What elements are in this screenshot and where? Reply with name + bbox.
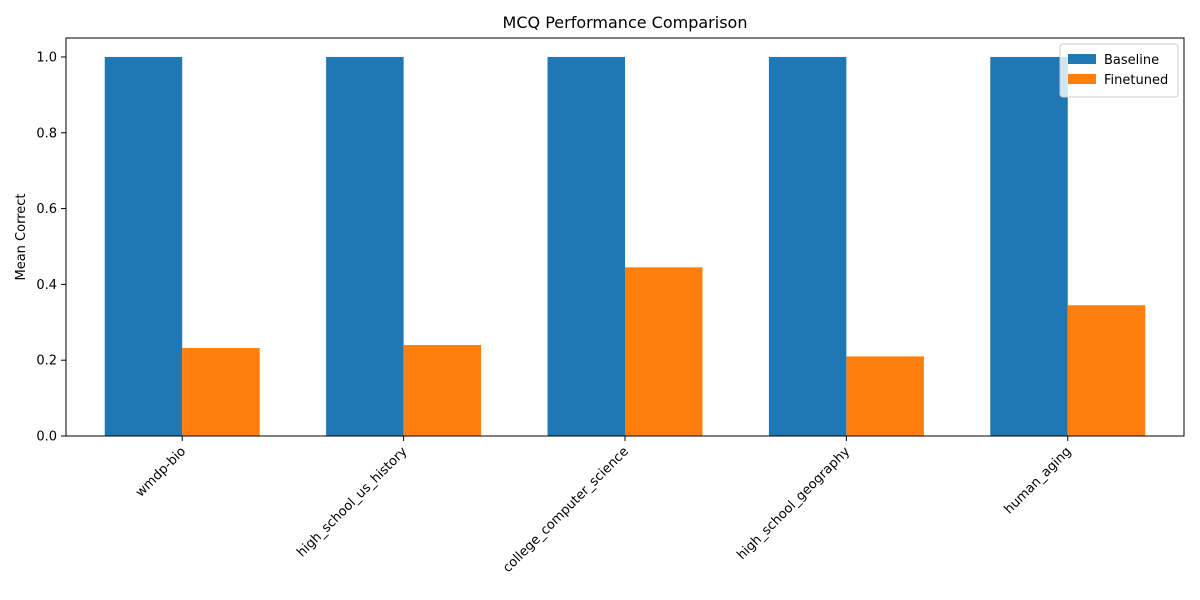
bar-baseline-high_school_us_history	[326, 56, 404, 436]
x-tick-label: wmdp-bio	[133, 444, 189, 500]
x-tick-label: human_aging	[1002, 444, 1075, 517]
y-tick-label: 0.8	[36, 126, 57, 141]
bar-baseline-human_aging	[990, 56, 1068, 436]
y-tick-label: 0.0	[36, 430, 57, 445]
legend-swatch-finetuned	[1068, 74, 1096, 84]
bar-baseline-wmdp-bio	[104, 56, 183, 436]
legend-box	[1059, 43, 1179, 98]
x-axis: wmdp-bio high_school_us_history college_co…	[133, 436, 1075, 576]
chart-title: MCQ Performance Comparison	[503, 13, 748, 32]
bar-baseline-high_school_geography	[768, 56, 847, 436]
legend-label-baseline: Baseline	[1104, 53, 1159, 68]
y-tick-label: 1.0	[36, 50, 57, 65]
legend-swatch-baseline	[1068, 54, 1096, 64]
bar-finetuned-high_school_geography	[846, 356, 924, 436]
y-tick-label: 0.2	[36, 354, 57, 369]
bar-baseline-college_computer_science	[547, 56, 625, 436]
x-tick-label: college_computer_science	[500, 444, 632, 576]
bar-finetuned-college_computer_science	[625, 267, 703, 436]
y-tick-label: 0.4	[36, 278, 57, 293]
x-tick-label: high_school_geography	[734, 444, 853, 563]
bar-finetuned-wmdp-bio	[182, 348, 260, 436]
bar-finetuned-high_school_us_history	[403, 345, 482, 436]
legend-label-finetuned: Finetuned	[1104, 73, 1168, 88]
y-axis-title: Mean Correct	[14, 193, 29, 280]
y-tick-label: 0.6	[36, 202, 57, 217]
bars	[104, 56, 1146, 436]
legend: Baseline Finetuned	[1059, 43, 1179, 98]
bar-finetuned-human_aging	[1067, 305, 1146, 436]
plot-frame	[65, 37, 1185, 437]
y-axis: 0.0 0.2 0.4 0.6 0.8 1.0	[36, 50, 66, 445]
x-tick-label: high_school_us_history	[294, 444, 410, 560]
